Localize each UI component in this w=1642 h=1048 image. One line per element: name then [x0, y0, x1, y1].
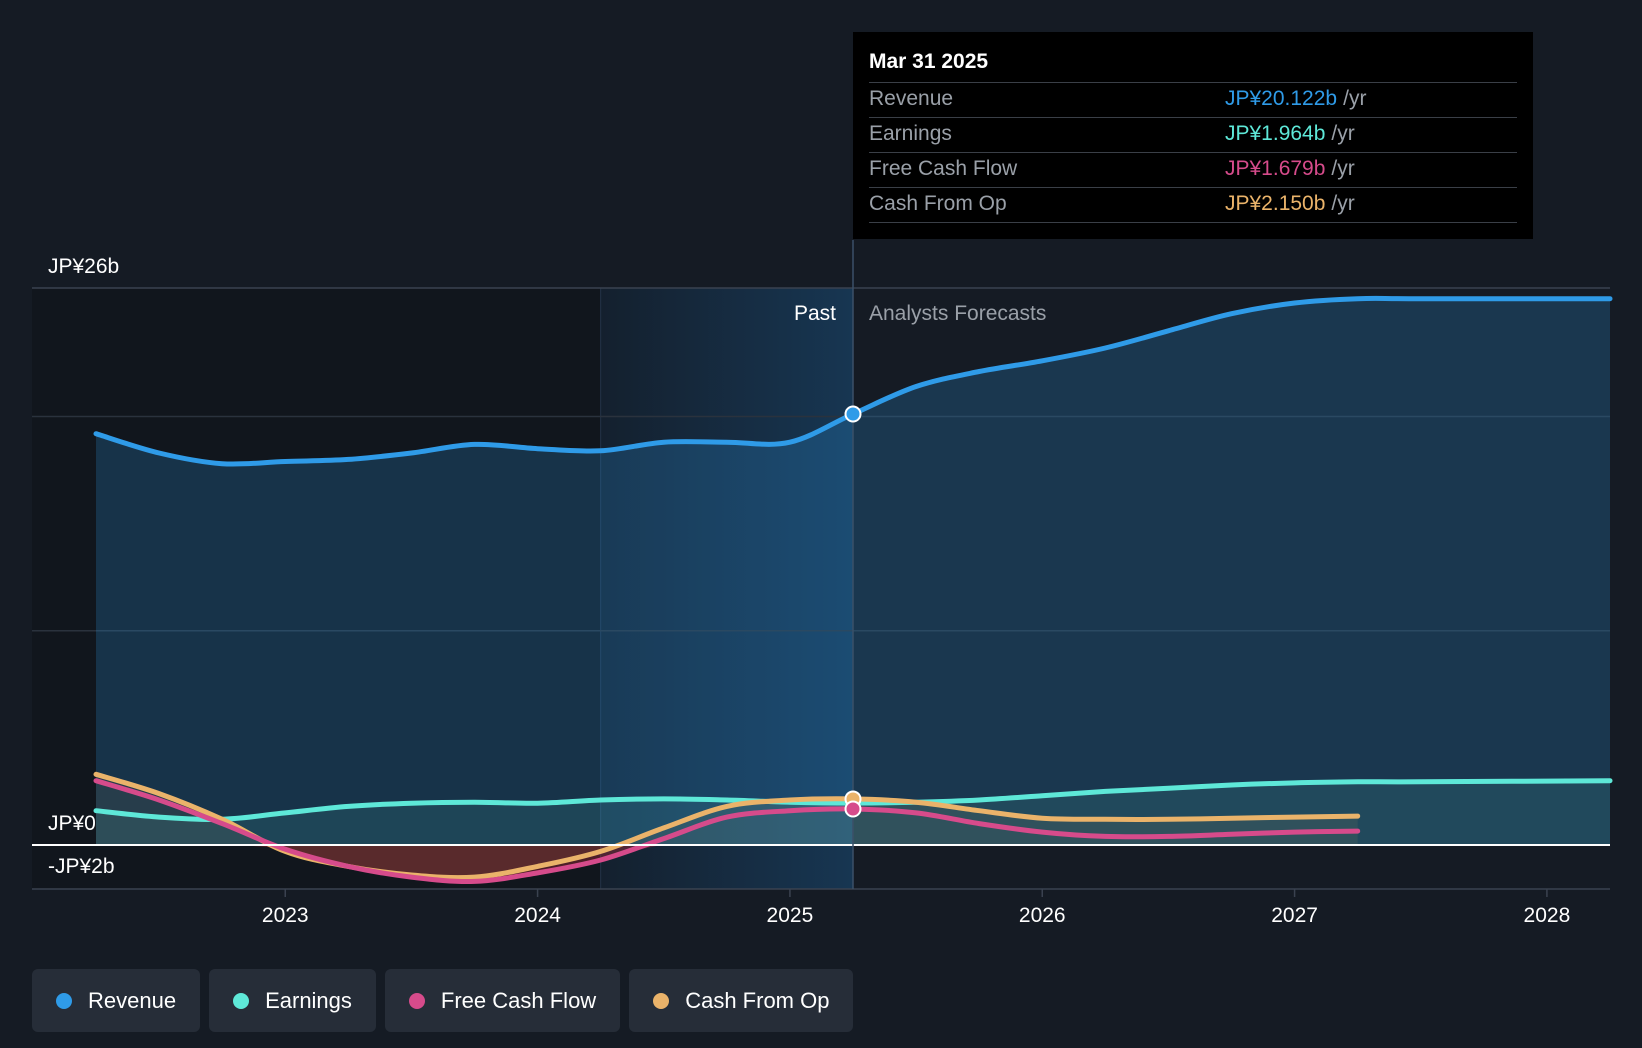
tooltip-value-number: JP¥1.964b [1225, 122, 1326, 145]
marker-layer [844, 405, 862, 818]
y-tick-label: JP¥0 [48, 812, 96, 835]
highlight-point-fcf [844, 800, 862, 818]
x-tick-label: 2023 [262, 904, 309, 927]
tooltip-row-value: JP¥1.964b/yr [1225, 122, 1355, 146]
legend: Revenue Earnings Free Cash Flow Cash From O… [32, 969, 854, 1032]
tooltip: Mar 31 2025 Revenue JP¥20.122b/yr Earnings… [853, 32, 1533, 239]
tooltip-value-number: JP¥20.122b [1225, 87, 1338, 110]
legend-dot-icon [233, 992, 250, 1009]
tooltip-value-unit: /yr [1331, 157, 1355, 180]
tooltip-row-label: Revenue [869, 87, 954, 110]
tooltip-row-label: Earnings [869, 122, 952, 145]
tooltip-row: Earnings JP¥1.964b/yr [869, 117, 1517, 152]
legend-label: Revenue [88, 987, 177, 1013]
y-tick-label: -JP¥2b [48, 855, 115, 878]
legend-item-revenue[interactable]: Revenue [32, 969, 201, 1032]
tooltip-value-number: JP¥2.150b [1225, 192, 1326, 215]
legend-label: Free Cash Flow [440, 987, 597, 1013]
tooltip-row-value: JP¥1.679b/yr [1225, 157, 1355, 181]
y-tick-label: JP¥26b [48, 255, 119, 278]
tooltip-row-label: Cash From Op [869, 192, 1007, 215]
tooltip-row-value: JP¥2.150b/yr [1225, 192, 1355, 216]
tooltip-value-unit: /yr [1343, 87, 1367, 110]
series-line-earnings [93, 778, 1613, 822]
tooltip-value-unit: /yr [1331, 192, 1355, 215]
tooltip-row-value: JP¥20.122b/yr [1225, 87, 1366, 111]
legend-label: Earnings [265, 987, 352, 1013]
forecast-label: Analysts Forecasts [869, 302, 1046, 325]
legend-label: Cash From Op [685, 987, 830, 1013]
legend-dot-icon [653, 992, 670, 1009]
legend-item-earnings[interactable]: Earnings [209, 969, 376, 1032]
x-tick-label: 2024 [514, 904, 561, 927]
tooltip-date: Mar 31 2025 [869, 50, 989, 73]
legend-item-cfo[interactable]: Cash From Op [629, 969, 854, 1032]
tooltip-value-number: JP¥1.679b [1225, 157, 1326, 180]
series-lines [93, 295, 1613, 885]
x-tick-label: 2025 [767, 904, 814, 927]
legend-dot-icon [56, 992, 72, 1009]
grid-layer [32, 287, 1610, 890]
x-tick-label: 2027 [1271, 904, 1318, 927]
tooltip-value-unit: /yr [1331, 122, 1355, 145]
cash-from-op-area [96, 774, 1358, 878]
highlight-point-revenue [844, 405, 862, 423]
series-line-fcf [93, 778, 1361, 885]
axis-layer: JP¥26b JP¥0 -JP¥2b 2023 2024 2025 2026 2027 2028… [32, 240, 1610, 927]
legend-item-fcf[interactable]: Free Cash Flow [384, 969, 621, 1032]
tooltip-row: Cash From Op JP¥2.150b/yr [869, 187, 1517, 223]
negative-cash-area [96, 843, 1358, 882]
tooltip-row-label: Free Cash Flow [869, 157, 1018, 180]
x-tick-label: 2026 [1019, 904, 1066, 927]
past-label: Past [794, 302, 836, 325]
legend-dot-icon [408, 992, 425, 1009]
tooltip-row: Revenue JP¥20.122b/yr [869, 82, 1517, 117]
x-tick-label: 2028 [1524, 904, 1571, 927]
tooltip-row: Free Cash Flow JP¥1.679b/yr [869, 152, 1517, 187]
highlight-band [600, 288, 853, 889]
series-line-revenue [93, 295, 1613, 467]
